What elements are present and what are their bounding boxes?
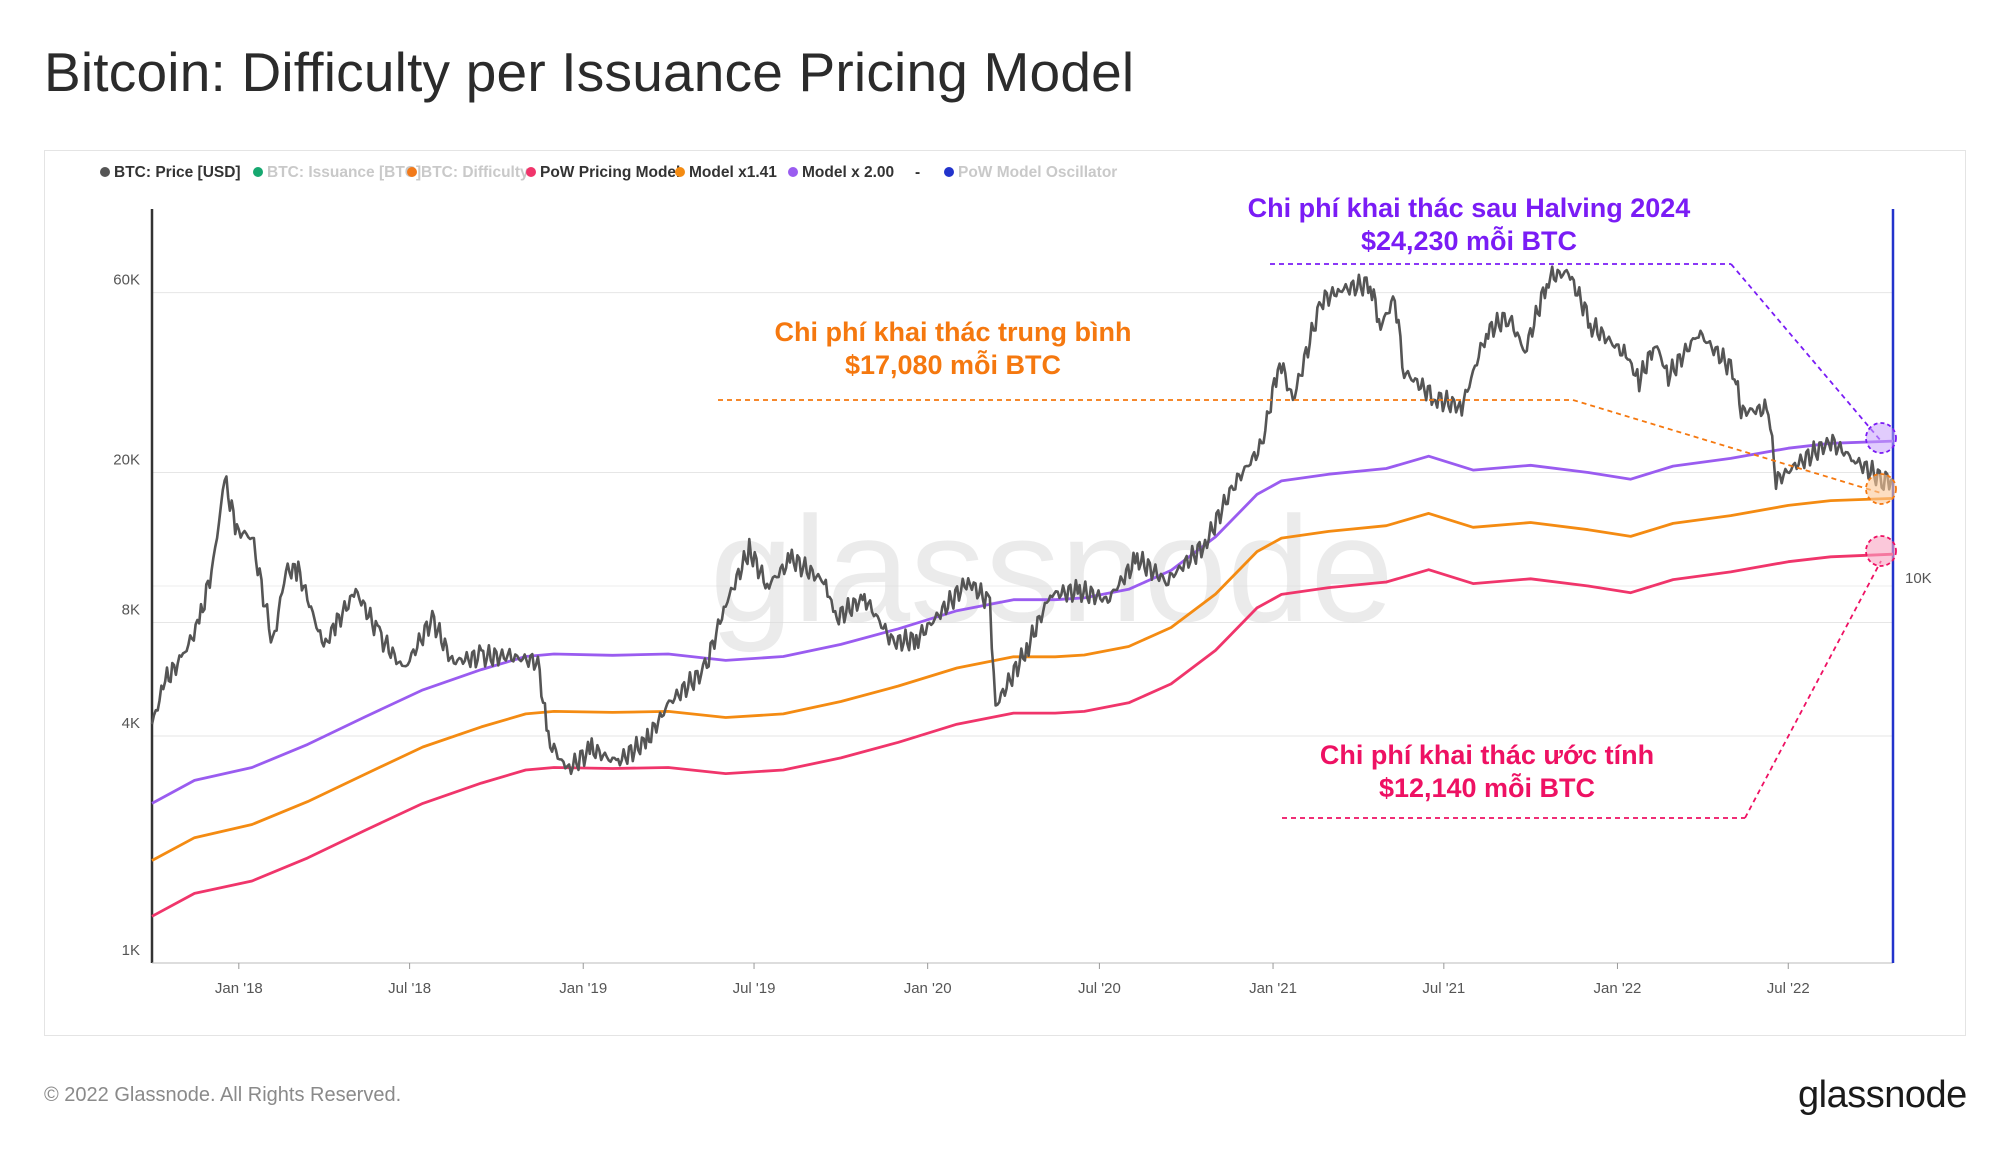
chart-svg: BTC: Price [USD] BTC: Issuance [BTC] BTC: …	[100, 164, 1932, 997]
legend-item-model-x1-41[interactable]: Model x1.41	[689, 164, 777, 181]
x-tick-jul-18: Jul '18	[388, 980, 431, 997]
legend-dot-pow-pricing-model[interactable]	[526, 167, 536, 177]
legend-dot-btc-price-usd[interactable]	[100, 167, 110, 177]
halving-annotation-line2: $24,230 mỗi BTC	[1361, 225, 1577, 256]
legend-dot-btc-difficulty[interactable]	[407, 167, 417, 177]
y-ticks: 1K 4K 8K 20K 60K	[113, 272, 140, 959]
halving-marker	[1865, 422, 1897, 454]
legend-item-pow-model-oscillator[interactable]: PoW Model Oscillator	[958, 164, 1117, 181]
legend-dot-btc-issuance-btc[interactable]	[253, 167, 263, 177]
legend-item-btc-difficulty[interactable]: BTC: Difficulty	[421, 164, 529, 181]
legend-dot-model-x-2-00[interactable]	[788, 167, 798, 177]
average-marker	[1865, 473, 1897, 505]
legend-dot-model-x1-41[interactable]	[675, 167, 685, 177]
x-tick-jan-19: Jan '19	[559, 980, 607, 997]
legend-item-btc-price-usd[interactable]: BTC: Price [USD]	[114, 164, 241, 181]
legend-item-model-x-2-00[interactable]: Model x 2.00	[802, 164, 894, 181]
estimated-annotation-line1: Chi phí khai thác ước tính	[1320, 740, 1654, 770]
series-line-model-x1-41	[151, 497, 1894, 862]
x-tick-jan-20: Jan '20	[904, 980, 952, 997]
legend-dot-pow-model-oscillator[interactable]	[944, 167, 954, 177]
average-annotation-line2: $17,080 mỗi BTC	[845, 349, 1061, 380]
series-line-pow-pricing-model	[151, 552, 1894, 918]
chart-frame: BTC: Price [USD] BTC: Issuance [BTC] BTC: …	[44, 150, 1966, 1036]
legend-item-separator[interactable]: -	[915, 164, 920, 181]
average-annotation-line1: Chi phí khai thác trung bình	[775, 317, 1132, 347]
legend: BTC: Price [USD] BTC: Issuance [BTC] BTC: …	[100, 164, 1117, 181]
estimated-marker	[1865, 535, 1897, 567]
watermark: glassnode	[710, 485, 1394, 653]
y-tick-1k: 1K	[122, 942, 140, 959]
estimated-guide-diagonal	[1744, 560, 1882, 819]
estimated-annotation-line2: $12,140 mỗi BTC	[1379, 772, 1595, 803]
x-tick-jan-18: Jan '18	[215, 980, 263, 997]
x-tick-jul-22: Jul '22	[1767, 980, 1810, 997]
y-tick-60k: 60K	[113, 272, 140, 289]
x-tick-jul-20: Jul '20	[1078, 980, 1121, 997]
halving-annotation-line1: Chi phí khai thác sau Halving 2024	[1248, 193, 1691, 223]
x-tick-jul-21: Jul '21	[1422, 980, 1465, 997]
x-tick-jul-19: Jul '19	[733, 980, 776, 997]
series-layer	[150, 265, 1894, 918]
y-tick-20k: 20K	[113, 452, 140, 469]
legend-item-pow-pricing-model[interactable]: PoW Pricing Model	[540, 164, 680, 181]
y-tick-8k: 8K	[122, 602, 140, 619]
copyright-text: © 2022 Glassnode. All Rights Reserved.	[44, 1084, 402, 1106]
legend-item-btc-issuance-btc[interactable]: BTC: Issuance [BTC]	[267, 164, 421, 181]
y-right-tick-label: 10K	[1905, 570, 1932, 587]
x-ticks: Jan '18 Jul '18 Jan '19 Jul '19 Jan '20 Jul '…	[215, 963, 1810, 997]
page-title: Bitcoin: Difficulty per Issuance Pricing…	[44, 41, 1135, 103]
x-tick-jan-22: Jan '22	[1594, 980, 1642, 997]
series-line-model-x-2-00	[151, 439, 1894, 805]
x-tick-jan-21: Jan '21	[1249, 980, 1297, 997]
series-line-btc-price-usd	[150, 265, 1894, 776]
y-tick-4k: 4K	[122, 715, 140, 732]
annotations: Chi phí khai thác sau Halving 2024 $24,2…	[718, 193, 1897, 819]
glassnode-logo[interactable]: glassnode	[1798, 1074, 1967, 1116]
halving-guide-diagonal	[1730, 263, 1882, 442]
